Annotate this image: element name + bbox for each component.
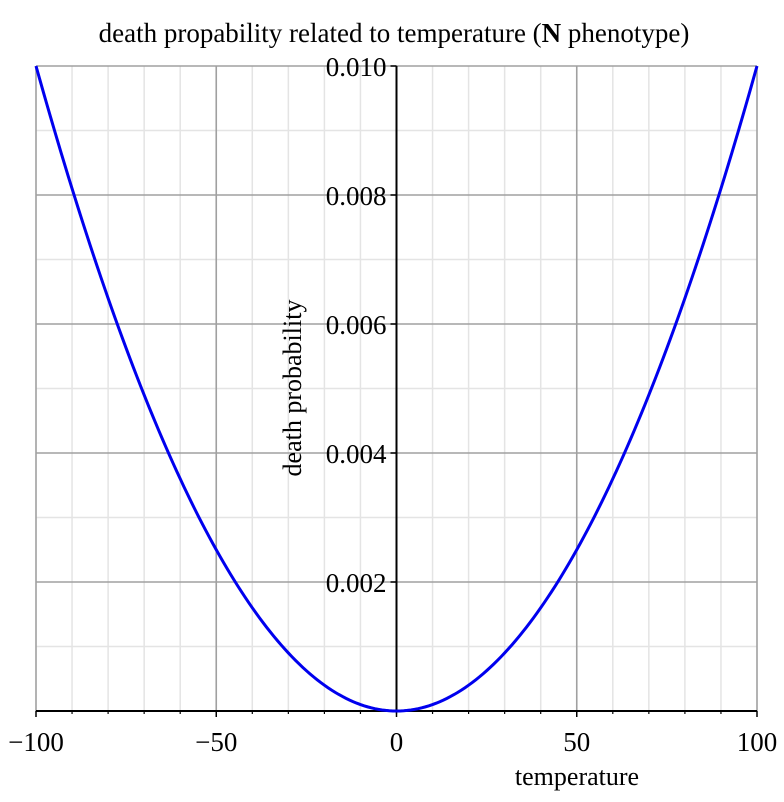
x-axis-label: temperature xyxy=(515,762,639,791)
series xyxy=(34,65,759,713)
y-tick-label: 0.010 xyxy=(326,52,387,82)
y-tick-label: 0.008 xyxy=(326,181,387,211)
x-tick-label: −50 xyxy=(195,727,237,757)
y-tick-label: 0.006 xyxy=(326,310,387,340)
y-tick-label: 0.004 xyxy=(326,439,387,469)
y-tick-label: 0.002 xyxy=(326,568,387,598)
x-tick-label: −100 xyxy=(8,727,64,757)
tick-labels: −100 −50 0 50 100 0.002 0.004 0.006 0.008 0.010 xyxy=(8,52,777,757)
x-tick-label: 100 xyxy=(737,727,778,757)
x-tick-label: 0 xyxy=(390,727,404,757)
series-line xyxy=(34,65,759,713)
x-tick-label: 50 xyxy=(563,727,590,757)
y-axis-label: death probability xyxy=(278,300,307,477)
chart-title: death propability related to temperature… xyxy=(99,18,690,48)
